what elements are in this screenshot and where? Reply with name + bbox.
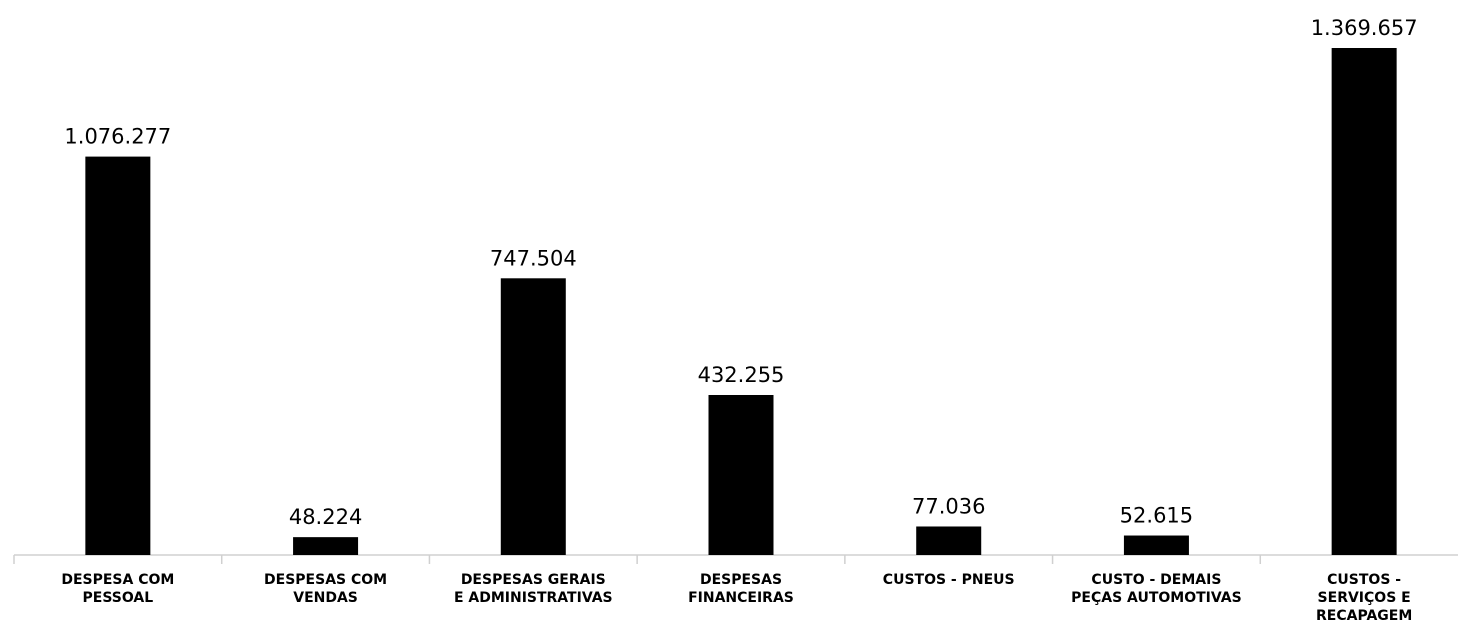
category-label: DESPESAS GERAIS E ADMINISTRATIVAS bbox=[454, 572, 613, 606]
category-label: CUSTO - DEMAIS PEÇAS AUTOMOTIVAS bbox=[1071, 572, 1242, 606]
bar bbox=[1331, 48, 1397, 555]
category-label-line: RECAPAGEM bbox=[1316, 608, 1412, 624]
data-label: 432.255 bbox=[698, 363, 785, 387]
category-label-line: PEÇAS AUTOMOTIVAS bbox=[1071, 590, 1242, 606]
data-label: 77.036 bbox=[912, 494, 985, 518]
data-label: 48.224 bbox=[289, 505, 362, 529]
category-label-line: DESPESAS COM bbox=[264, 572, 387, 588]
category-label-line: E ADMINISTRATIVAS bbox=[454, 590, 613, 606]
data-label: 1.076.277 bbox=[64, 125, 171, 149]
category-label-line: SERVIÇOS E bbox=[1318, 590, 1411, 606]
x-axis bbox=[13, 554, 1458, 564]
category-label: DESPESA COM PESSOAL bbox=[61, 572, 174, 606]
category-label-line: VENDAS bbox=[293, 590, 358, 606]
category-label-line: DESPESA COM bbox=[61, 572, 174, 588]
bar bbox=[1123, 535, 1189, 555]
category-label-line: DESPESAS GERAIS bbox=[461, 572, 606, 588]
bar bbox=[916, 526, 982, 555]
category-label: DESPESAS COM VENDAS bbox=[264, 572, 387, 606]
value-labels: 1.076.277 48.224 747.504 432.255 77.036 52.61… bbox=[64, 16, 1417, 529]
bars bbox=[85, 48, 1397, 556]
category-label: DESPESAS FINANCEIRAS bbox=[688, 572, 794, 606]
category-label-line: FINANCEIRAS bbox=[688, 590, 794, 606]
data-label: 52.615 bbox=[1120, 504, 1193, 528]
bar bbox=[500, 278, 566, 555]
category-label-line: CUSTO - DEMAIS bbox=[1091, 572, 1221, 588]
bar bbox=[708, 394, 774, 555]
bar bbox=[85, 156, 151, 556]
data-label: 747.504 bbox=[490, 246, 577, 270]
category-label: CUSTOS - PNEUS bbox=[883, 572, 1015, 588]
data-label: 1.369.657 bbox=[1311, 16, 1418, 40]
category-label: CUSTOS - SERVIÇOS E RECAPAGEM bbox=[1316, 572, 1412, 624]
category-label-line: DESPESAS bbox=[700, 572, 782, 588]
bar bbox=[293, 537, 359, 555]
category-label-line: CUSTOS - bbox=[1327, 572, 1401, 588]
category-label-line: CUSTOS - PNEUS bbox=[883, 572, 1015, 588]
category-label-line: PESSOAL bbox=[83, 590, 154, 606]
